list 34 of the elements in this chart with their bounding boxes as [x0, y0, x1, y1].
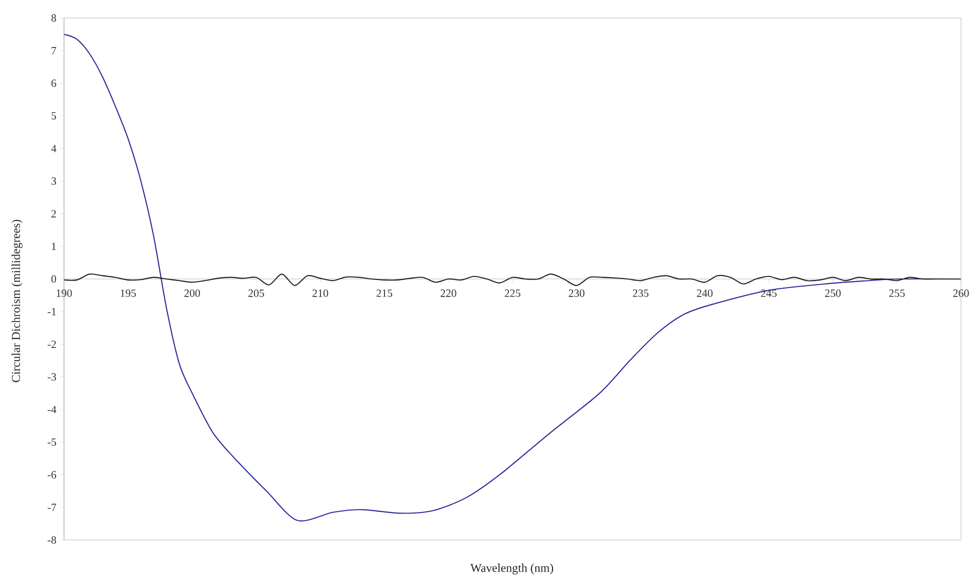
y-tick-label: -1 — [48, 308, 56, 316]
x-tick-label: 255 — [889, 290, 905, 297]
y-tick-label: -6 — [48, 471, 56, 478]
y-tick-label: 5 — [52, 112, 56, 120]
y-tick-label: 3 — [52, 177, 56, 185]
y-tick-label: -4 — [48, 406, 56, 414]
x-tick-label: 230 — [568, 290, 584, 297]
x-tick-label: 205 — [248, 290, 264, 297]
y-tick-label: -3 — [48, 373, 56, 381]
x-tick-label: 260 — [953, 290, 969, 297]
y-tick-label: -8 — [48, 536, 56, 544]
line-series — [63, 273, 962, 286]
y-tick-label: -7 — [48, 504, 56, 511]
x-tick-label: 200 — [184, 290, 200, 297]
y-tick-label: -5 — [48, 438, 56, 446]
x-axis-title: Wavelength (nm) — [470, 564, 554, 574]
y-tick-label: 8 — [51, 14, 56, 22]
x-tick-label: 240 — [696, 290, 713, 297]
y-tick-label: 1 — [52, 242, 56, 250]
x-tick-label: 225 — [504, 290, 520, 297]
x-tick-label: 250 — [825, 290, 841, 297]
x-tick-label: 235 — [632, 290, 648, 297]
y-tick-label: 4 — [51, 144, 56, 152]
x-tick-label: 190 — [56, 290, 72, 297]
y-tick-label: 0 — [51, 275, 56, 283]
x-tick-label: 195 — [120, 290, 136, 297]
x-tick-label: 210 — [312, 290, 328, 297]
y-axis-title: Circular Dichroism (millidegrees) — [12, 220, 22, 382]
x-tick-label: 215 — [376, 290, 392, 297]
y-tick-label: -2 — [48, 340, 56, 348]
x-tick-label: 220 — [440, 290, 456, 297]
y-tick-label: 2 — [51, 210, 56, 218]
y-tick-label: 6 — [51, 80, 56, 87]
y-tick-label: 7 — [52, 47, 56, 54]
